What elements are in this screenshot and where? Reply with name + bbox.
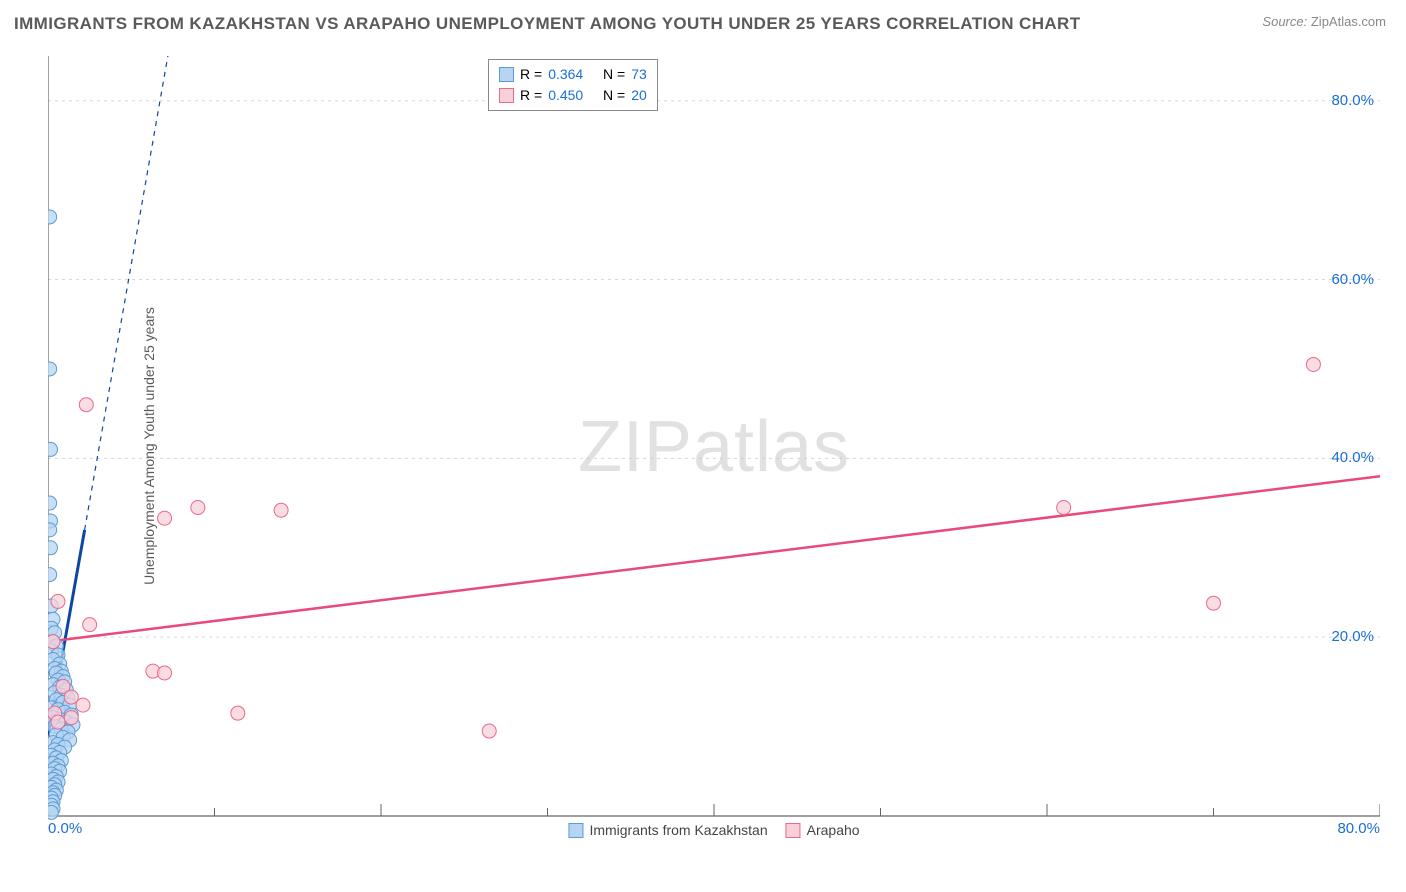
source-label: Source:: [1262, 14, 1307, 29]
legend-item: Arapaho: [786, 822, 860, 838]
legend-label: Immigrants from Kazakhstan: [589, 822, 767, 838]
r-label: R =: [520, 85, 542, 106]
legend-row: R = 0.364 N = 73: [499, 64, 647, 85]
r-value: 0.450: [548, 85, 583, 106]
n-label: N =: [603, 85, 625, 106]
chart-title: IMMIGRANTS FROM KAZAKHSTAN VS ARAPAHO UN…: [14, 14, 1081, 34]
source-value: ZipAtlas.com: [1311, 14, 1386, 29]
source-attribution: Source: ZipAtlas.com: [1262, 14, 1386, 29]
legend-swatch: [499, 67, 514, 82]
legend-swatch: [499, 88, 514, 103]
legend-item: Immigrants from Kazakhstan: [568, 822, 767, 838]
n-value: 73: [631, 64, 647, 85]
legend-label: Arapaho: [807, 822, 860, 838]
r-label: R =: [520, 64, 542, 85]
n-value: 20: [631, 85, 647, 106]
legend-swatch: [568, 823, 583, 838]
tick-label: 0.0%: [48, 820, 82, 837]
chart-area: ZIPatlas R = 0.364 N = 73 R = 0.450 N = …: [48, 56, 1380, 838]
tick-label: 80.0%: [1337, 820, 1380, 837]
legend-row: R = 0.450 N = 20: [499, 85, 647, 106]
tick-label: 80.0%: [1331, 92, 1374, 109]
r-value: 0.364: [548, 64, 583, 85]
n-label: N =: [603, 64, 625, 85]
legend-swatch: [786, 823, 801, 838]
tick-label: 40.0%: [1331, 449, 1374, 466]
scatter-chart: [48, 56, 1380, 838]
tick-label: 60.0%: [1331, 271, 1374, 288]
legend-series: Immigrants from Kazakhstan Arapaho: [568, 822, 859, 838]
tick-label: 20.0%: [1331, 628, 1374, 645]
legend-correlation: R = 0.364 N = 73 R = 0.450 N = 20: [488, 59, 658, 111]
